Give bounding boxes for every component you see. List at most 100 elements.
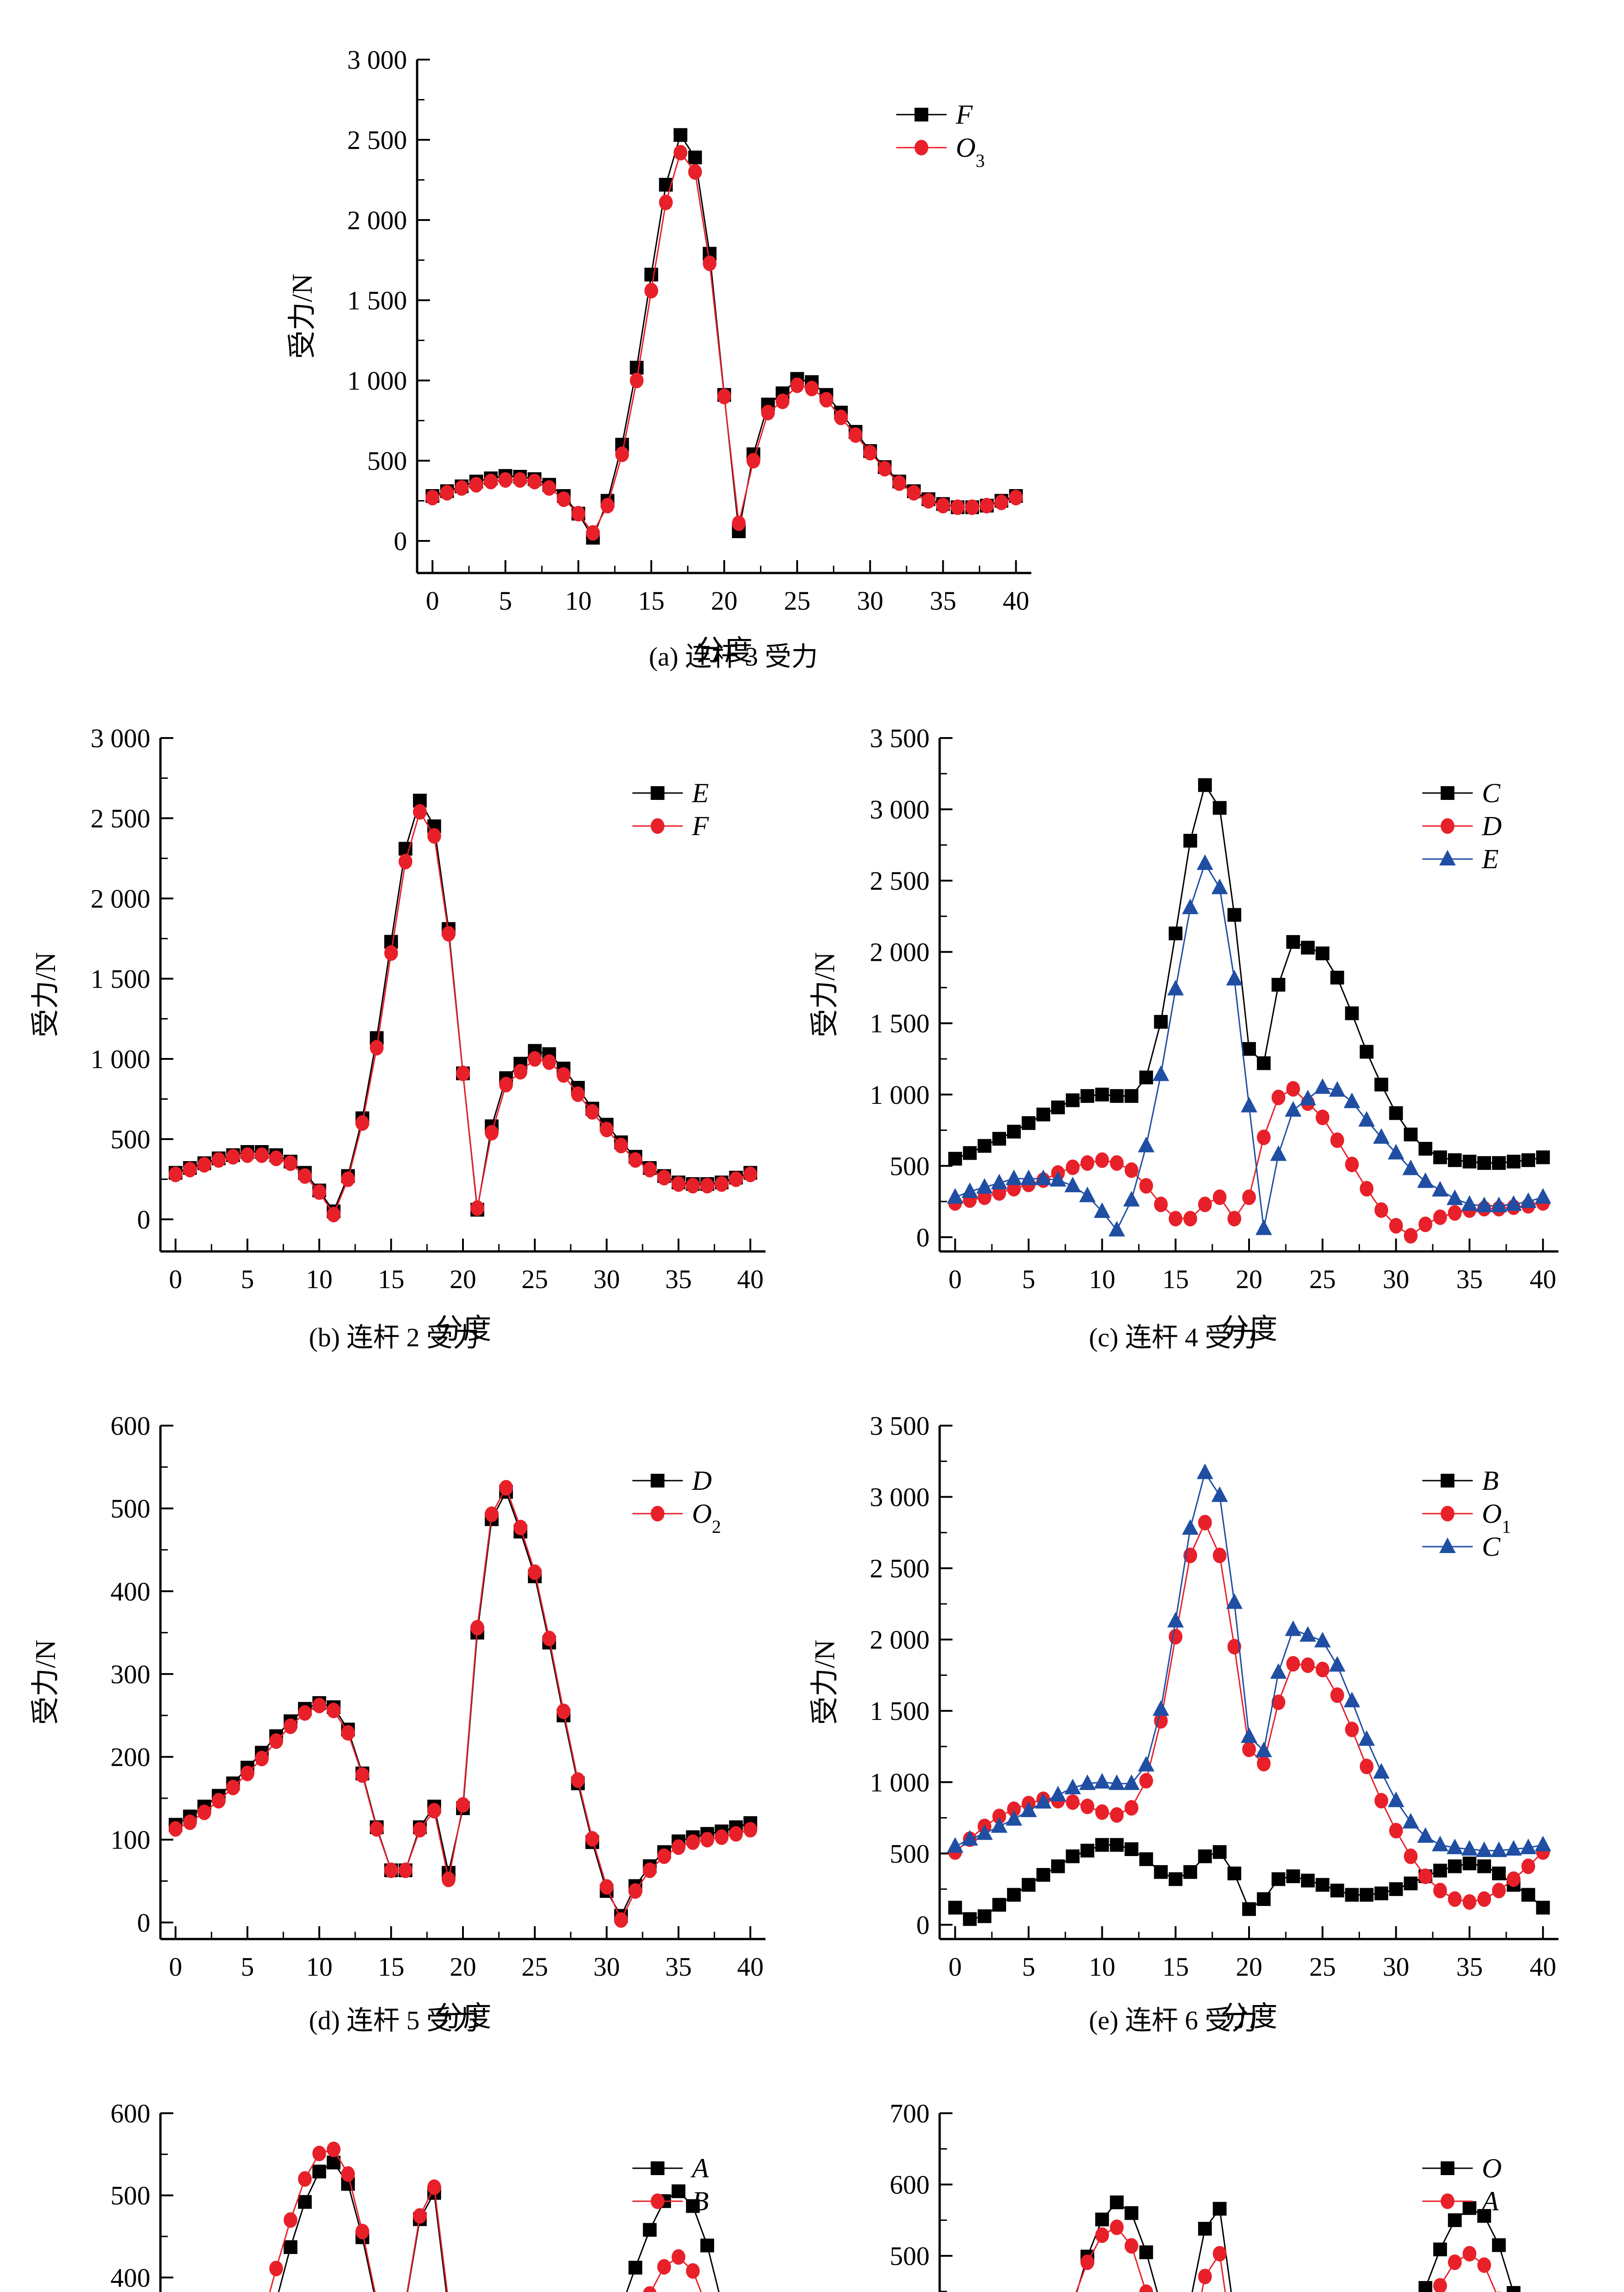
data-point [947,1188,963,1204]
data-point [1080,1798,1095,1814]
data-point [1227,1639,1241,1655]
data-point [312,2165,326,2179]
data-point [1316,1662,1330,1677]
legend-label: O [1482,2153,1502,2183]
data-point [341,1171,355,1187]
data-point [600,1122,614,1137]
legend-item: O [1422,2153,1502,2183]
data-point [1198,1849,1212,1863]
data-point [961,1182,978,1198]
data-point [384,945,398,961]
x-tick-label: 5 [1022,1952,1035,1982]
data-point [1448,1153,1462,1167]
x-axis-title: 分度 [435,1314,491,1345]
data-point [441,1871,456,1887]
x-tick-label: 25 [522,1952,548,1982]
data-point [965,499,980,515]
x-tick-label: 5 [1022,1264,1035,1294]
x-tick-label: 0 [169,1952,182,1982]
x-tick-label: 15 [378,1952,404,1982]
x-tick-label: 0 [948,1264,962,1294]
data-point [976,1178,993,1194]
legend-label: D [1481,811,1502,841]
data-point [283,1155,297,1171]
chart-panel-c: 0 500 1 000 1 500 2 000 2 500 3 000 3 500 0 5 10 15… [779,706,1604,1348]
y-tick-label: 3 000 [347,45,407,75]
data-point [1461,1840,1478,1856]
x-tick-label: 25 [784,586,810,616]
data-point [413,804,427,820]
legend-marker [1441,786,1454,800]
data-point [1196,854,1213,870]
data-point [672,1176,686,1192]
data-point [1257,1892,1271,1906]
data-point [1461,1195,1478,1211]
x-tick-label: 15 [638,586,665,616]
data-point [1433,1150,1447,1164]
x-tick-label: 40 [1530,1952,1556,1982]
data-point [355,1115,369,1131]
x-axis-title: 分度 [1221,1314,1277,1345]
data-point [688,164,702,180]
data-point [298,1168,312,1184]
data-point [1138,1136,1155,1152]
x-tick-label: 15 [1162,1264,1189,1294]
data-point [1418,1216,1432,1232]
data-point [1433,1863,1447,1878]
data-point [1255,1219,1272,1235]
data-point [1418,1142,1432,1156]
data-point [643,2223,657,2237]
y-tick-label: 600 [110,2099,150,2128]
data-point [312,2145,326,2161]
data-point [1154,1865,1168,1879]
data-point [1374,1202,1388,1218]
legend-marker [1441,2193,1454,2209]
data-point [398,1862,413,1879]
x-tick-label: 0 [426,586,439,616]
data-point [743,1822,757,1838]
data-point [1314,1078,1331,1094]
y-tick-label: 2 500 [347,125,407,155]
data-point [283,2240,297,2254]
y-tick-label: 400 [110,2263,150,2292]
x-tick-label: 0 [169,1264,182,1294]
data-point [1212,1845,1227,1859]
series-O2 [169,1480,757,1928]
x-tick-label: 30 [1383,1952,1409,1982]
data-point [614,1138,628,1153]
data-point [643,1862,657,1879]
caption-c: (c) 连杆 4 受力 [1089,1322,1258,1352]
data-point [326,2141,341,2157]
legend-marker [1441,1474,1454,1488]
data-point [1535,1188,1552,1204]
data-point [1182,1519,1199,1535]
legend-label: O2 [692,1499,721,1537]
data-point [169,1821,182,1837]
y-tick-label: 300 [110,1659,150,1689]
data-point [948,1901,962,1915]
x-tick-label: 40 [1530,1264,1556,1294]
data-point [1139,1178,1153,1194]
data-point [1124,2238,1139,2254]
y-tick-label: 500 [110,2181,150,2210]
x-tick-label: 20 [1236,1264,1262,1294]
legend-item: D [1422,811,1502,841]
data-point [1433,2242,1447,2257]
data-point [484,1125,499,1140]
data-point [1358,1730,1375,1746]
data-point [1330,1132,1344,1148]
data-point [1389,1823,1403,1839]
data-point [1360,1045,1374,1059]
chart-panel-a: 0 500 1 000 1 500 2 000 2 500 3 000 0 5 10 15 20 25 3… [257,28,1082,669]
data-point [892,475,906,491]
x-tick-label: 0 [948,1952,962,1982]
data-point [1095,1804,1109,1820]
data-point [556,491,571,507]
data-point [1330,970,1344,985]
data-point [1139,1070,1153,1085]
y-tick-label: 600 [890,2170,930,2200]
data-point [1124,1162,1139,1178]
data-point [1183,1865,1197,1879]
data-point [1345,1157,1359,1173]
data-point [556,1067,571,1083]
